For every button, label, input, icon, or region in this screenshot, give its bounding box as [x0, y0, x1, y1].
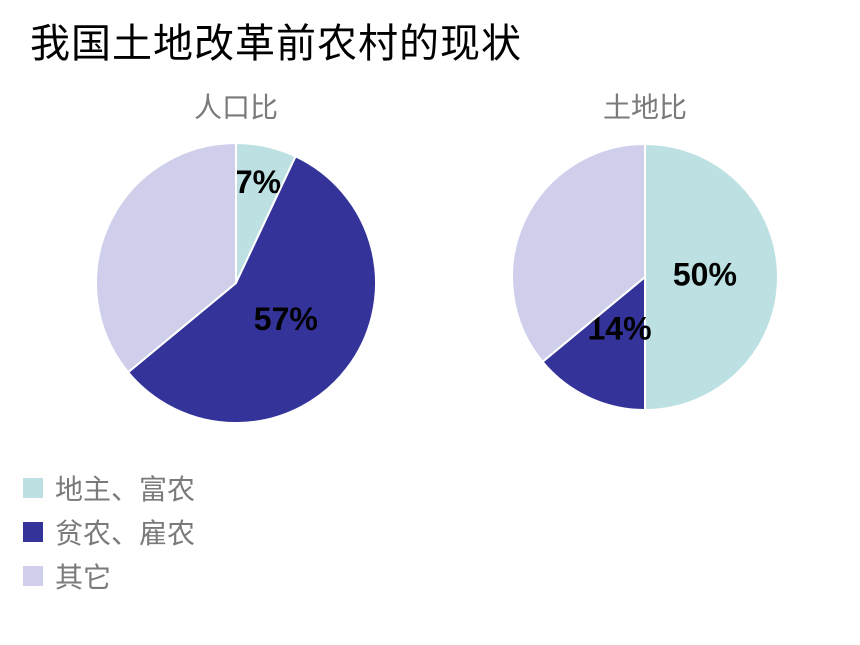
legend-swatch-other [23, 566, 43, 586]
pie-data-label-landlord: 7% [235, 164, 281, 200]
pie-land: 50%14% [511, 142, 779, 412]
page-title: 我国土地改革前农村的现状 [30, 21, 522, 67]
pie-charts: 人口比 7% 57% 土地比 50%14% [95, 91, 779, 424]
legend-swatch-poor [23, 522, 43, 542]
legend-label-poor: 贫农、雇农 [55, 517, 196, 550]
pie-title-population: 人口比 [194, 91, 278, 124]
pie-data-label-poor: 57% [254, 301, 318, 337]
legend-item-landlord: 地主、富农 [23, 466, 195, 510]
pie-slice-landlord [644, 142, 779, 412]
pie-slice-other [511, 142, 646, 364]
pie-slice-poor [126, 154, 377, 424]
legend-label-other: 其它 [55, 561, 112, 594]
pie-population: 7% 57% [95, 141, 377, 424]
legend-swatch-landlord [23, 478, 43, 498]
legend-label-landlord: 地主、富农 [55, 473, 196, 506]
legend-item-other: 其它 [23, 554, 195, 598]
pie-title-land: 土地比 [603, 91, 687, 124]
pie-data-label-landlord: 50% [673, 256, 737, 292]
pie-slice-poor [541, 274, 646, 412]
legend-item-poor: 贫农、雇农 [23, 510, 195, 554]
pie-slice-other [95, 141, 237, 374]
legend: 地主、富农 贫农、雇农 其它 [23, 466, 195, 598]
